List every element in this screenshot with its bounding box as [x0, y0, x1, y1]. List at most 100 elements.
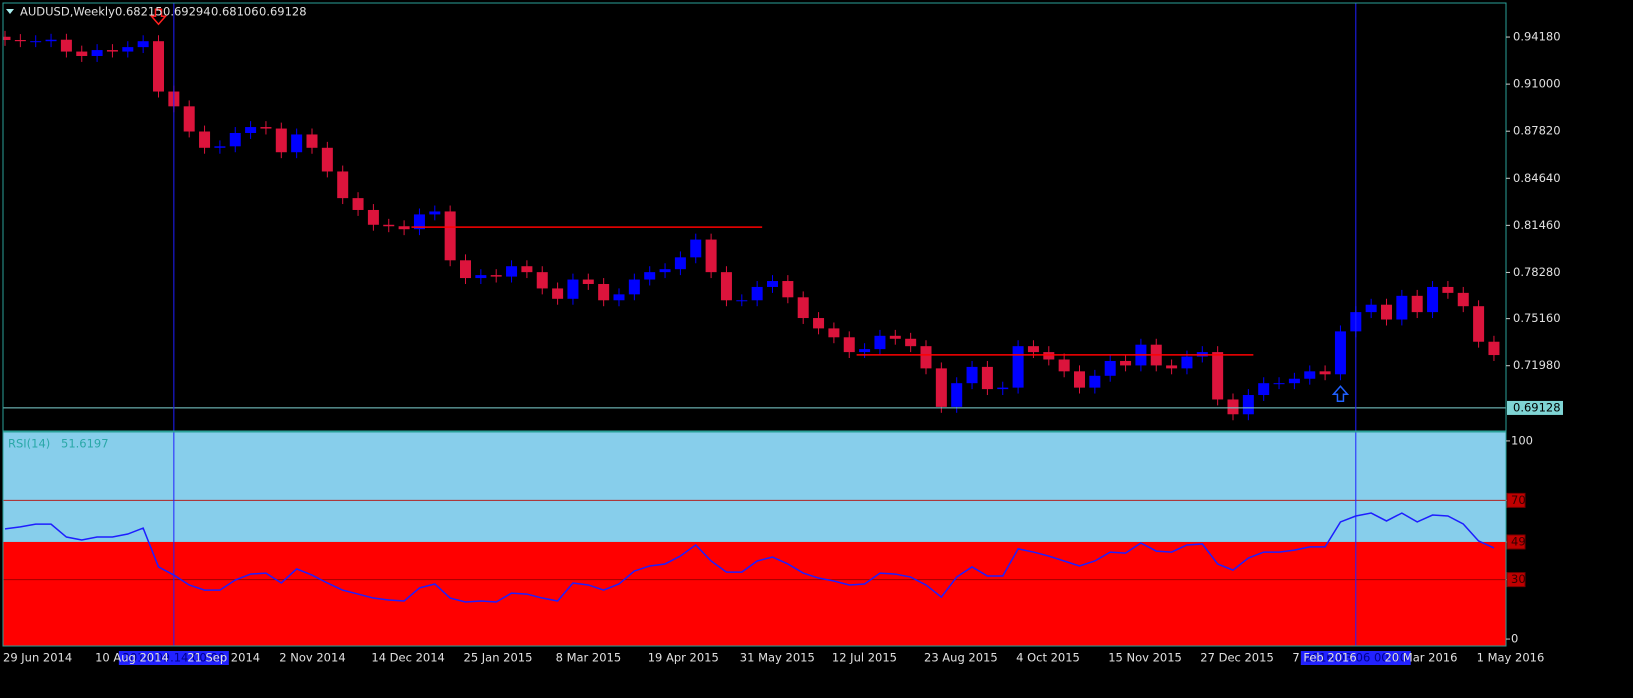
y-tick-label: 30	[1511, 572, 1526, 586]
candle-body	[628, 279, 640, 295]
candle-body	[1120, 360, 1132, 366]
candle-body	[598, 283, 610, 301]
candle-body	[951, 383, 963, 407]
candle-body	[1043, 352, 1055, 360]
candle-body	[1319, 371, 1331, 375]
y-tick-box	[1506, 492, 1526, 508]
y-tick-label: 0.94180	[1513, 30, 1561, 44]
candle-body	[214, 146, 226, 148]
y-tick-label: 0.78280	[1513, 265, 1561, 279]
candle-body	[767, 281, 778, 287]
candle-body	[1089, 375, 1101, 388]
candle-body	[337, 171, 349, 199]
candle-body	[413, 214, 425, 230]
x-tick-label: 29 Jun 2014	[3, 651, 72, 665]
candle-body	[859, 349, 871, 353]
candle-body	[1258, 383, 1270, 396]
candle-body	[1442, 286, 1454, 293]
candle-body	[490, 275, 502, 277]
x-tick-label: 2 Nov 2014	[279, 651, 345, 665]
cursor-label: 2014.09.14 00:00	[123, 651, 226, 665]
candle-body	[1273, 383, 1285, 385]
candle-body	[444, 211, 456, 261]
candle-body	[613, 294, 625, 301]
x-tick-label: 8 Mar 2015	[556, 651, 622, 665]
cursor-label-box	[1300, 651, 1411, 665]
x-tick-label: 10 Aug 2014	[95, 651, 169, 665]
candle-body	[736, 300, 748, 302]
candle-body	[567, 279, 579, 299]
candle-body	[367, 209, 379, 225]
candle-body	[782, 281, 794, 298]
candle-body	[275, 128, 287, 153]
candle-body	[1365, 304, 1377, 313]
candle-body	[137, 41, 149, 48]
candle-body	[874, 335, 886, 350]
x-tick-label: 1 May 2016	[1477, 651, 1545, 665]
candle-body	[674, 257, 686, 270]
candle-body	[1027, 346, 1039, 353]
y-tick-label: 0.71980	[1513, 358, 1561, 372]
candle-body	[1427, 286, 1439, 313]
y-tick-label: 0.91000	[1513, 77, 1561, 91]
overlay: 2014.09.14 00:00 2016.03.06 00:00	[118, 3, 1411, 665]
candle-body	[122, 47, 134, 52]
candle-body	[1242, 395, 1254, 415]
candle-body	[552, 288, 564, 299]
candle-body	[1074, 371, 1085, 388]
y-tick-label: 70	[1511, 493, 1526, 507]
candle-body	[905, 338, 917, 347]
candle-body	[966, 366, 978, 384]
bid-label: 0.69128	[1513, 400, 1561, 414]
candle-body	[429, 211, 441, 215]
y-tick-label: 49	[1511, 534, 1526, 548]
candle-body	[690, 239, 702, 258]
candle-body	[291, 134, 303, 153]
rsi-title: RSI(14)	[8, 437, 50, 451]
x-tick-label: 27 Dec 2015	[1200, 651, 1273, 665]
cursor-label-box	[118, 651, 229, 665]
candle-body	[843, 337, 855, 353]
x-tick-label: 25 Jan 2015	[464, 651, 533, 665]
rsi-pane-border	[2, 431, 1507, 647]
candle-body	[199, 131, 211, 148]
y-tick-box	[1506, 534, 1526, 550]
candle-body	[321, 147, 333, 172]
candle-body	[1304, 371, 1316, 379]
price-pane-border	[2, 2, 1507, 432]
candle-body	[1473, 306, 1485, 342]
x-tick-label: 15 Nov 2015	[1108, 651, 1182, 665]
x-tick-label: 21 Sep 2014	[187, 651, 260, 665]
candle-body	[797, 297, 809, 319]
x-tick-label: 7 Feb 2016	[1292, 651, 1356, 665]
symbol: AUDUSD,Weekly	[20, 5, 115, 19]
candle-body	[536, 272, 548, 289]
candle-body	[14, 40, 26, 42]
quote-close: 0.69128	[259, 5, 307, 19]
candle-body	[60, 39, 72, 52]
quote-high: 0.69294	[163, 5, 211, 19]
rsi-pane	[3, 432, 1506, 646]
x-tick-label: 4 Oct 2015	[1016, 651, 1080, 665]
cursor-label: 2016.03.06 00:00	[1304, 651, 1407, 665]
rsi-current: 51.6197	[61, 437, 109, 451]
candle-body	[1411, 295, 1423, 313]
buy-arrow	[1331, 385, 1350, 402]
candle-body	[352, 198, 364, 210]
sell-arrow	[149, 8, 168, 26]
collapse-icon[interactable]	[6, 9, 14, 14]
x-tick-label: 31 May 2015	[740, 651, 815, 665]
y-tick-label: 0.84640	[1513, 171, 1561, 185]
upper-zone	[3, 432, 1506, 542]
candle-body	[91, 50, 103, 57]
x-tick-label: 12 Jul 2015	[832, 651, 897, 665]
candle-body	[1058, 359, 1070, 372]
candle-body	[1457, 292, 1469, 307]
candle-body	[306, 134, 318, 148]
candle-body	[506, 266, 518, 277]
candle-body	[30, 41, 42, 43]
x-tick-label: 23 Aug 2015	[924, 651, 998, 665]
candle-body	[935, 368, 947, 407]
candle-body	[183, 106, 195, 132]
